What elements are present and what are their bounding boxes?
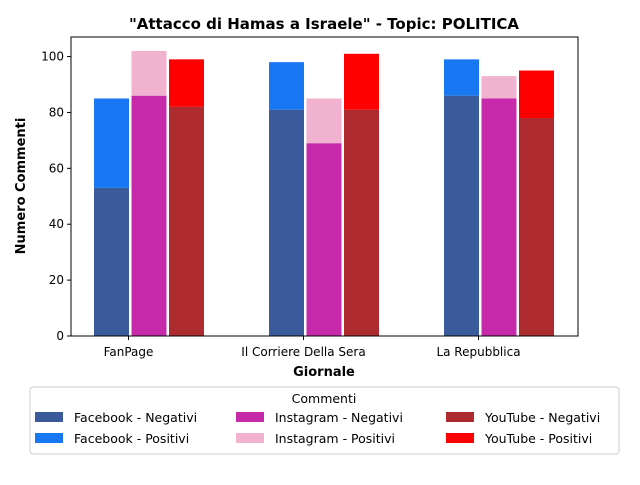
legend-items: Facebook - Negativi Facebook - Positivi In…: [35, 410, 600, 446]
x-tick-label-la-repubblica: La Repubblica: [436, 345, 520, 359]
bar-facebook-negativi-la-repubblica: [444, 95, 479, 336]
y-axis: 0 20 40 60 80 100: [41, 50, 71, 343]
bar-youtube-negativi-il-corriere-della-sera: [344, 109, 379, 336]
legend-label-youtube-negativi: YouTube - Negativi: [484, 410, 600, 425]
legend-swatch-facebook-positivi: [35, 433, 63, 443]
y-tick-label: 40: [49, 217, 64, 231]
bar-facebook-positivi-fanpage: [94, 98, 129, 188]
legend-label-instagram-negativi: Instagram - Negativi: [275, 410, 403, 425]
bar-facebook-negativi-fanpage: [94, 187, 129, 336]
legend-label-instagram-positivi: Instagram - Positivi: [275, 431, 395, 446]
x-axis: FanPage Il Corriere Della Sera La Repubbli…: [104, 336, 521, 359]
legend-swatch-instagram-negativi: [236, 412, 264, 422]
bars-layer: [94, 50, 554, 337]
bar-instagram-positivi-la-repubblica: [481, 76, 517, 99]
x-axis-label: Giornale: [293, 365, 355, 380]
bar-instagram-positivi-fanpage: [131, 50, 167, 96]
y-tick-label: 80: [49, 105, 64, 119]
legend-label-facebook-negativi: Facebook - Negativi: [74, 410, 197, 425]
bar-youtube-positivi-la-repubblica: [519, 70, 554, 119]
y-tick-label: 100: [41, 50, 64, 64]
bar-facebook-negativi-il-corriere-della-sera: [269, 109, 304, 336]
plot-frame: [70, 36, 579, 337]
x-tick-label-il-corriere-della-sera: Il Corriere Della Sera: [241, 345, 365, 359]
legend: Commenti Facebook - Negativi Facebook - P…: [29, 386, 620, 455]
legend-swatch-youtube-negativi: [446, 412, 474, 422]
bar-youtube-positivi-il-corriere-della-sera: [344, 53, 379, 110]
legend-swatch-youtube-positivi: [446, 433, 474, 443]
legend-title: Commenti: [292, 391, 357, 406]
y-axis-label: Numero Commenti: [14, 118, 29, 255]
legend-swatch-instagram-positivi: [236, 433, 264, 443]
y-tick-label: 20: [49, 273, 64, 287]
bar-instagram-negativi-la-repubblica: [481, 98, 517, 336]
bar-youtube-negativi-fanpage: [169, 106, 204, 337]
bar-facebook-positivi-il-corriere-della-sera: [269, 62, 304, 110]
bar-youtube-negativi-la-repubblica: [519, 118, 554, 336]
x-tick-label-fanpage: FanPage: [104, 345, 154, 359]
chart-title: "Attacco di Hamas a Israele" - Topic: PO…: [129, 15, 519, 33]
y-tick-label: 60: [49, 161, 64, 175]
bar-instagram-negativi-il-corriere-della-sera: [306, 143, 342, 336]
legend-label-facebook-positivi: Facebook - Positivi: [74, 431, 189, 446]
bar-youtube-positivi-fanpage: [169, 59, 204, 107]
bar-facebook-positivi-la-repubblica: [444, 59, 479, 96]
legend-label-youtube-positivi: YouTube - Positivi: [484, 431, 592, 446]
legend-swatch-facebook-negativi: [35, 412, 63, 422]
bar-instagram-negativi-fanpage: [131, 95, 167, 336]
bar-instagram-positivi-il-corriere-della-sera: [306, 98, 342, 144]
y-tick-label: 0: [56, 329, 64, 343]
